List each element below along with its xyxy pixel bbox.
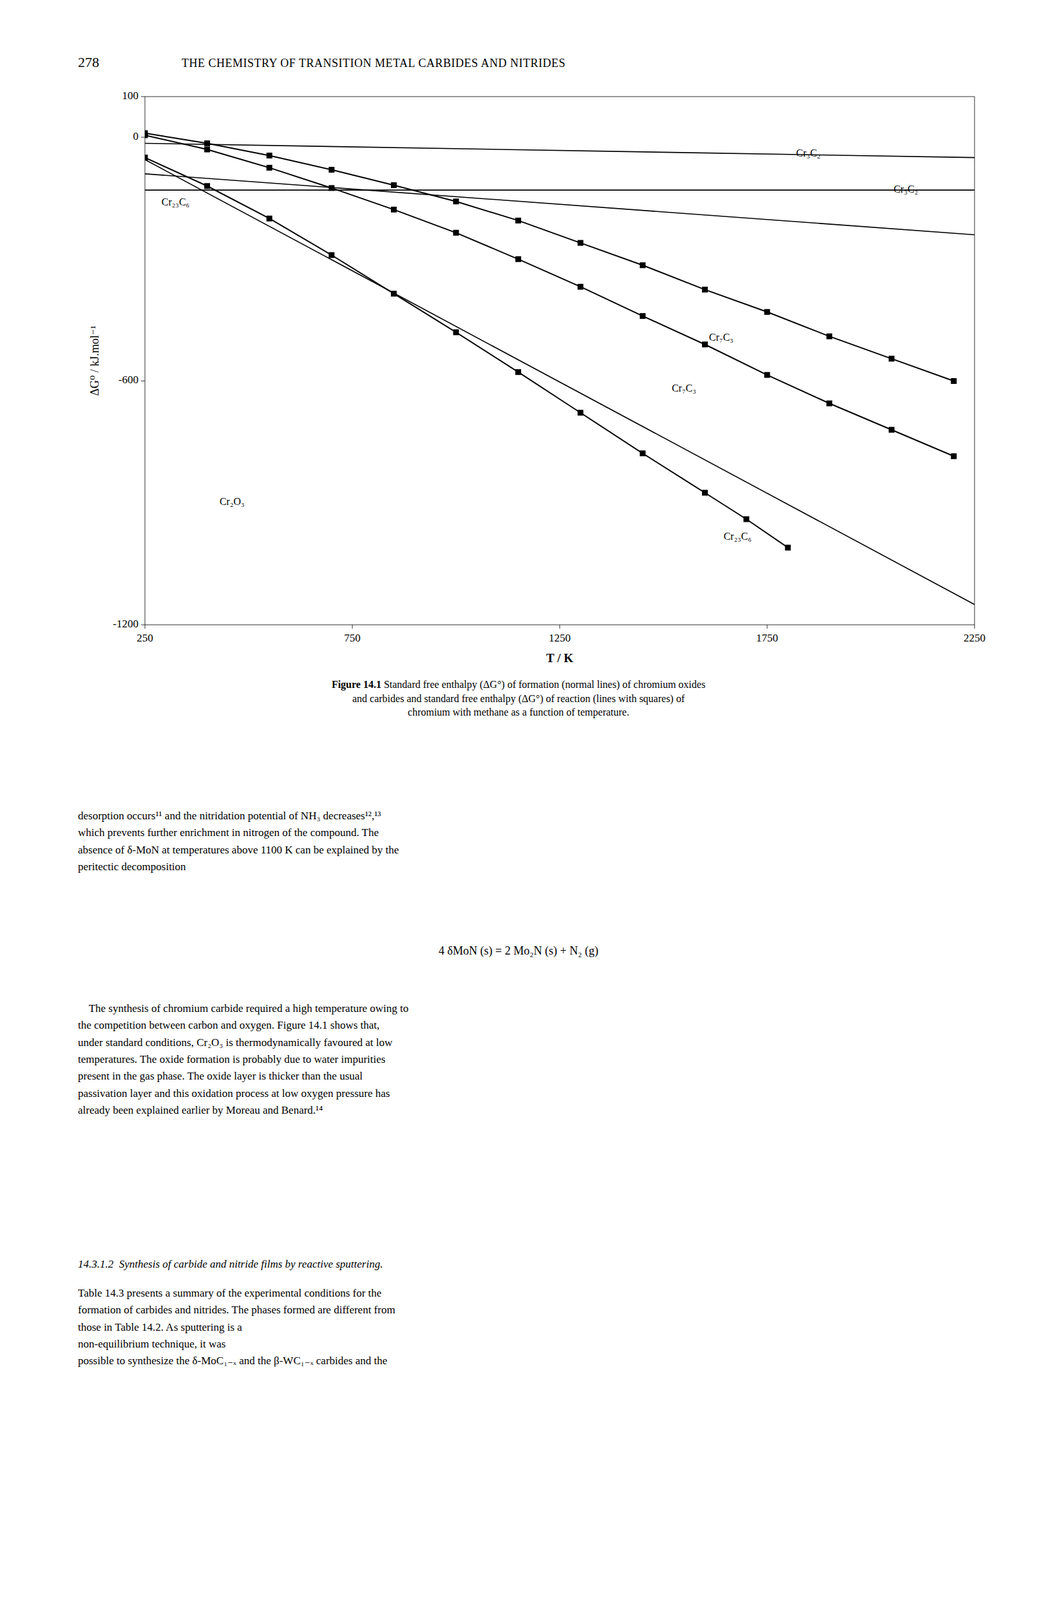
series-marker	[577, 284, 584, 290]
chart: 250 750 1250 1750 2250 100 0 -600 -1200 T / K ΔG⁰ …	[0, 0, 1037, 670]
series-marker	[266, 164, 273, 171]
annotations: Cr₂O₃ Cr₂₃C₆ Cr₇C₃ Cr₃C₂ Cr₃C₂ Cr₇C₃ Cr₂₃C₆	[161, 147, 918, 542]
body-text: Table 14.3 presents a summary of the exp…	[77, 1284, 396, 1370]
series-marker	[390, 290, 397, 297]
series-marker	[453, 329, 460, 335]
series-marker	[204, 146, 210, 153]
series-marker	[266, 215, 273, 222]
section-heading: 14.3.1.2 Synthesis of carbide and nitrid…	[77, 1255, 383, 1273]
x-tick-label: 1250	[548, 631, 571, 645]
y-tick	[141, 624, 145, 626]
line-label: Cr₃C₂	[893, 183, 918, 195]
series-marker	[515, 369, 522, 375]
x-tick	[352, 624, 353, 629]
header-number: 278	[77, 54, 100, 71]
series-marker	[764, 372, 771, 379]
caption-bold: Figure 14.1	[331, 678, 382, 690]
series-line	[144, 157, 788, 549]
y-tick	[141, 96, 145, 98]
header-text: THE CHEMISTRY OF TRANSITION METAL CARBID…	[181, 56, 566, 71]
line-label: Cr₂₃C₆	[161, 196, 190, 208]
series-marker	[785, 544, 791, 551]
caption: Figure 14.1 Standard free enthalpy (ΔG°)…	[67, 677, 970, 720]
series-line	[144, 133, 954, 382]
series-marker	[888, 427, 895, 433]
series-marker	[702, 286, 708, 293]
y-tick-label: 0	[133, 130, 140, 143]
series-marker	[390, 206, 397, 213]
series-marker	[328, 166, 335, 173]
y-tick-label: -1200	[112, 617, 139, 630]
series-marker	[826, 400, 833, 407]
series-marker	[702, 341, 708, 348]
series-marker	[144, 154, 149, 161]
axes: 250 750 1250 1750 2250 100 0 -600 -1200	[112, 89, 986, 645]
series-marker	[453, 198, 460, 205]
series-marker	[144, 132, 149, 138]
data	[144, 130, 975, 605]
y-tick-label: 100	[122, 89, 140, 102]
series-marker	[764, 309, 771, 315]
series-marker	[204, 140, 210, 147]
series-marker	[453, 229, 460, 236]
series-marker	[266, 152, 273, 159]
series-marker	[639, 313, 646, 319]
series-marker	[743, 516, 750, 523]
y-tick	[141, 137, 145, 138]
line-label: Cr₃C₂	[796, 147, 821, 159]
series-marker	[888, 355, 895, 362]
series-marker	[826, 333, 833, 340]
x-tick-label: 750	[343, 631, 361, 645]
body-text: desorption occurs¹¹ and the nitridation …	[77, 807, 399, 876]
series-marker	[577, 409, 584, 416]
series-line	[144, 159, 975, 605]
series-marker	[577, 240, 584, 247]
x-tick-label: 2250	[963, 631, 986, 645]
x-tick	[974, 624, 976, 629]
series-marker	[702, 490, 708, 496]
series-marker	[328, 252, 335, 259]
series-marker	[950, 453, 957, 460]
series-marker	[204, 182, 210, 189]
x-tick-label: 1750	[756, 631, 779, 645]
line-label: Cr₇C₃	[709, 331, 734, 343]
x-tick	[559, 624, 561, 629]
page: {"page": { "header_number": "278", "head…	[0, 0, 1037, 1600]
series-marker	[639, 450, 646, 457]
series-marker	[515, 256, 522, 263]
series-marker	[515, 217, 522, 224]
equation: 4 δMoN (s) = 2 Mo₂N (s) + N₂ (g)	[0, 944, 1037, 958]
series-marker	[328, 184, 335, 191]
x-tick	[767, 624, 768, 629]
y-tick	[141, 380, 145, 382]
series-marker	[390, 182, 397, 189]
body-text: The synthesis of chromium carbide requir…	[77, 1000, 409, 1119]
line-label: Cr₂₃C₆	[723, 530, 752, 542]
series-line	[144, 189, 975, 191]
y-axis-label: ΔG⁰ / kJ.mol⁻¹	[88, 325, 102, 396]
line-label: Cr₇C₃	[671, 382, 697, 394]
line-label: Cr₂O₃	[219, 495, 245, 507]
y-tick-label: -600	[118, 373, 139, 386]
series-line	[144, 135, 954, 457]
series-line	[144, 173, 975, 236]
series-marker	[639, 262, 646, 268]
x-axis-label: T / K	[546, 651, 574, 665]
x-tick-label: 250	[136, 631, 154, 645]
caption-text: Standard free enthalpy (ΔG°) of formatio…	[352, 678, 706, 718]
plot-frame	[144, 96, 975, 625]
series-marker	[950, 378, 957, 384]
x-tick	[144, 624, 146, 629]
